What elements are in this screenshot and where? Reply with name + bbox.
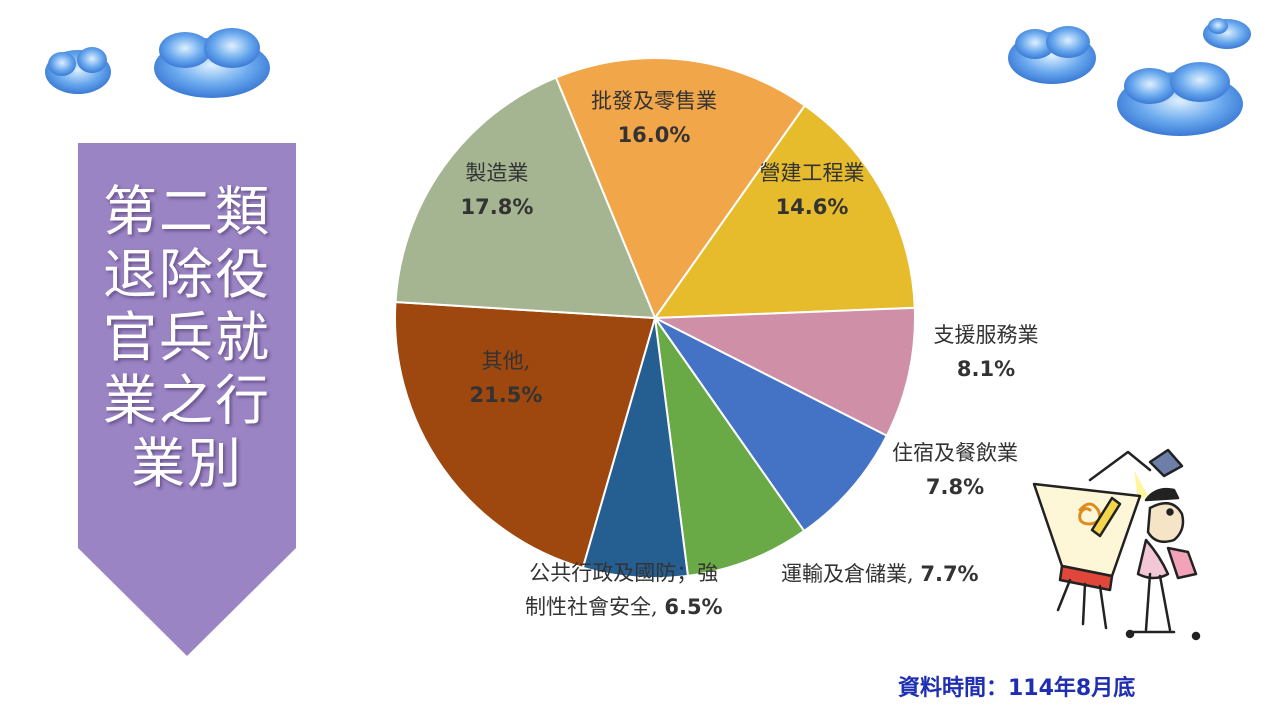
slice-value: 21.5% <box>469 383 543 407</box>
slice-category: 其他, <box>481 349 531 373</box>
slice-label: 製造業 17.8% <box>461 156 534 224</box>
slice-category: 支援服務業 <box>933 323 1039 347</box>
pie-slice <box>394 300 657 570</box>
slice-label: 批發及零售業 16.0% <box>591 84 717 152</box>
data-date-note: 資料時間：114年8月底 <box>898 676 1136 701</box>
title-banner <box>78 143 296 656</box>
title-line: 業之行 <box>103 369 271 432</box>
title-line: 官兵就 <box>103 306 271 369</box>
page-title: 第二類 退除役 官兵就 業之行 業別 <box>78 180 296 495</box>
title-line: 第二類 <box>103 180 271 243</box>
pie-slice <box>654 317 889 533</box>
slice-label: 營建工程業 14.6% <box>760 156 865 224</box>
pie-slice <box>394 76 657 320</box>
slice-value: 8.1% <box>956 357 1016 381</box>
slice-category: 公共行政及國防；強 <box>529 561 719 585</box>
pie-slice <box>554 57 807 321</box>
slice-label: 公共行政及國防；強制性社會安全, 6.5% <box>525 556 723 624</box>
slice-label: 其他, 21.5% <box>470 344 543 412</box>
slice-category: 住宿及餐飲業 <box>892 441 1018 465</box>
title-line: 業別 <box>131 432 243 495</box>
slice-category: 運輸及倉儲業, <box>781 562 921 586</box>
slice-label: 支援服務業 8.1% <box>934 318 1039 386</box>
slice-label: 運輸及倉儲業, 7.7% <box>781 557 979 591</box>
title-line: 退除役 <box>103 243 271 306</box>
slice-value: 14.6% <box>775 195 849 219</box>
pie-slice <box>651 306 916 438</box>
slice-category: 製造業 <box>465 161 529 185</box>
slice-value: 7.8% <box>925 475 985 499</box>
slice-category: 制性社會安全, <box>525 595 665 619</box>
pie-slice <box>654 317 806 578</box>
slice-category: 批發及零售業 <box>591 89 717 113</box>
slice-label: 住宿及餐飲業 7.8% <box>892 436 1018 504</box>
slice-value: 7.7% <box>920 562 979 586</box>
slice-value: 17.8% <box>460 195 534 219</box>
pie-slice <box>653 104 916 320</box>
slice-value: 16.0% <box>617 123 691 147</box>
slice-value: 6.5% <box>664 595 723 619</box>
slice-category: 營建工程業 <box>759 161 865 185</box>
